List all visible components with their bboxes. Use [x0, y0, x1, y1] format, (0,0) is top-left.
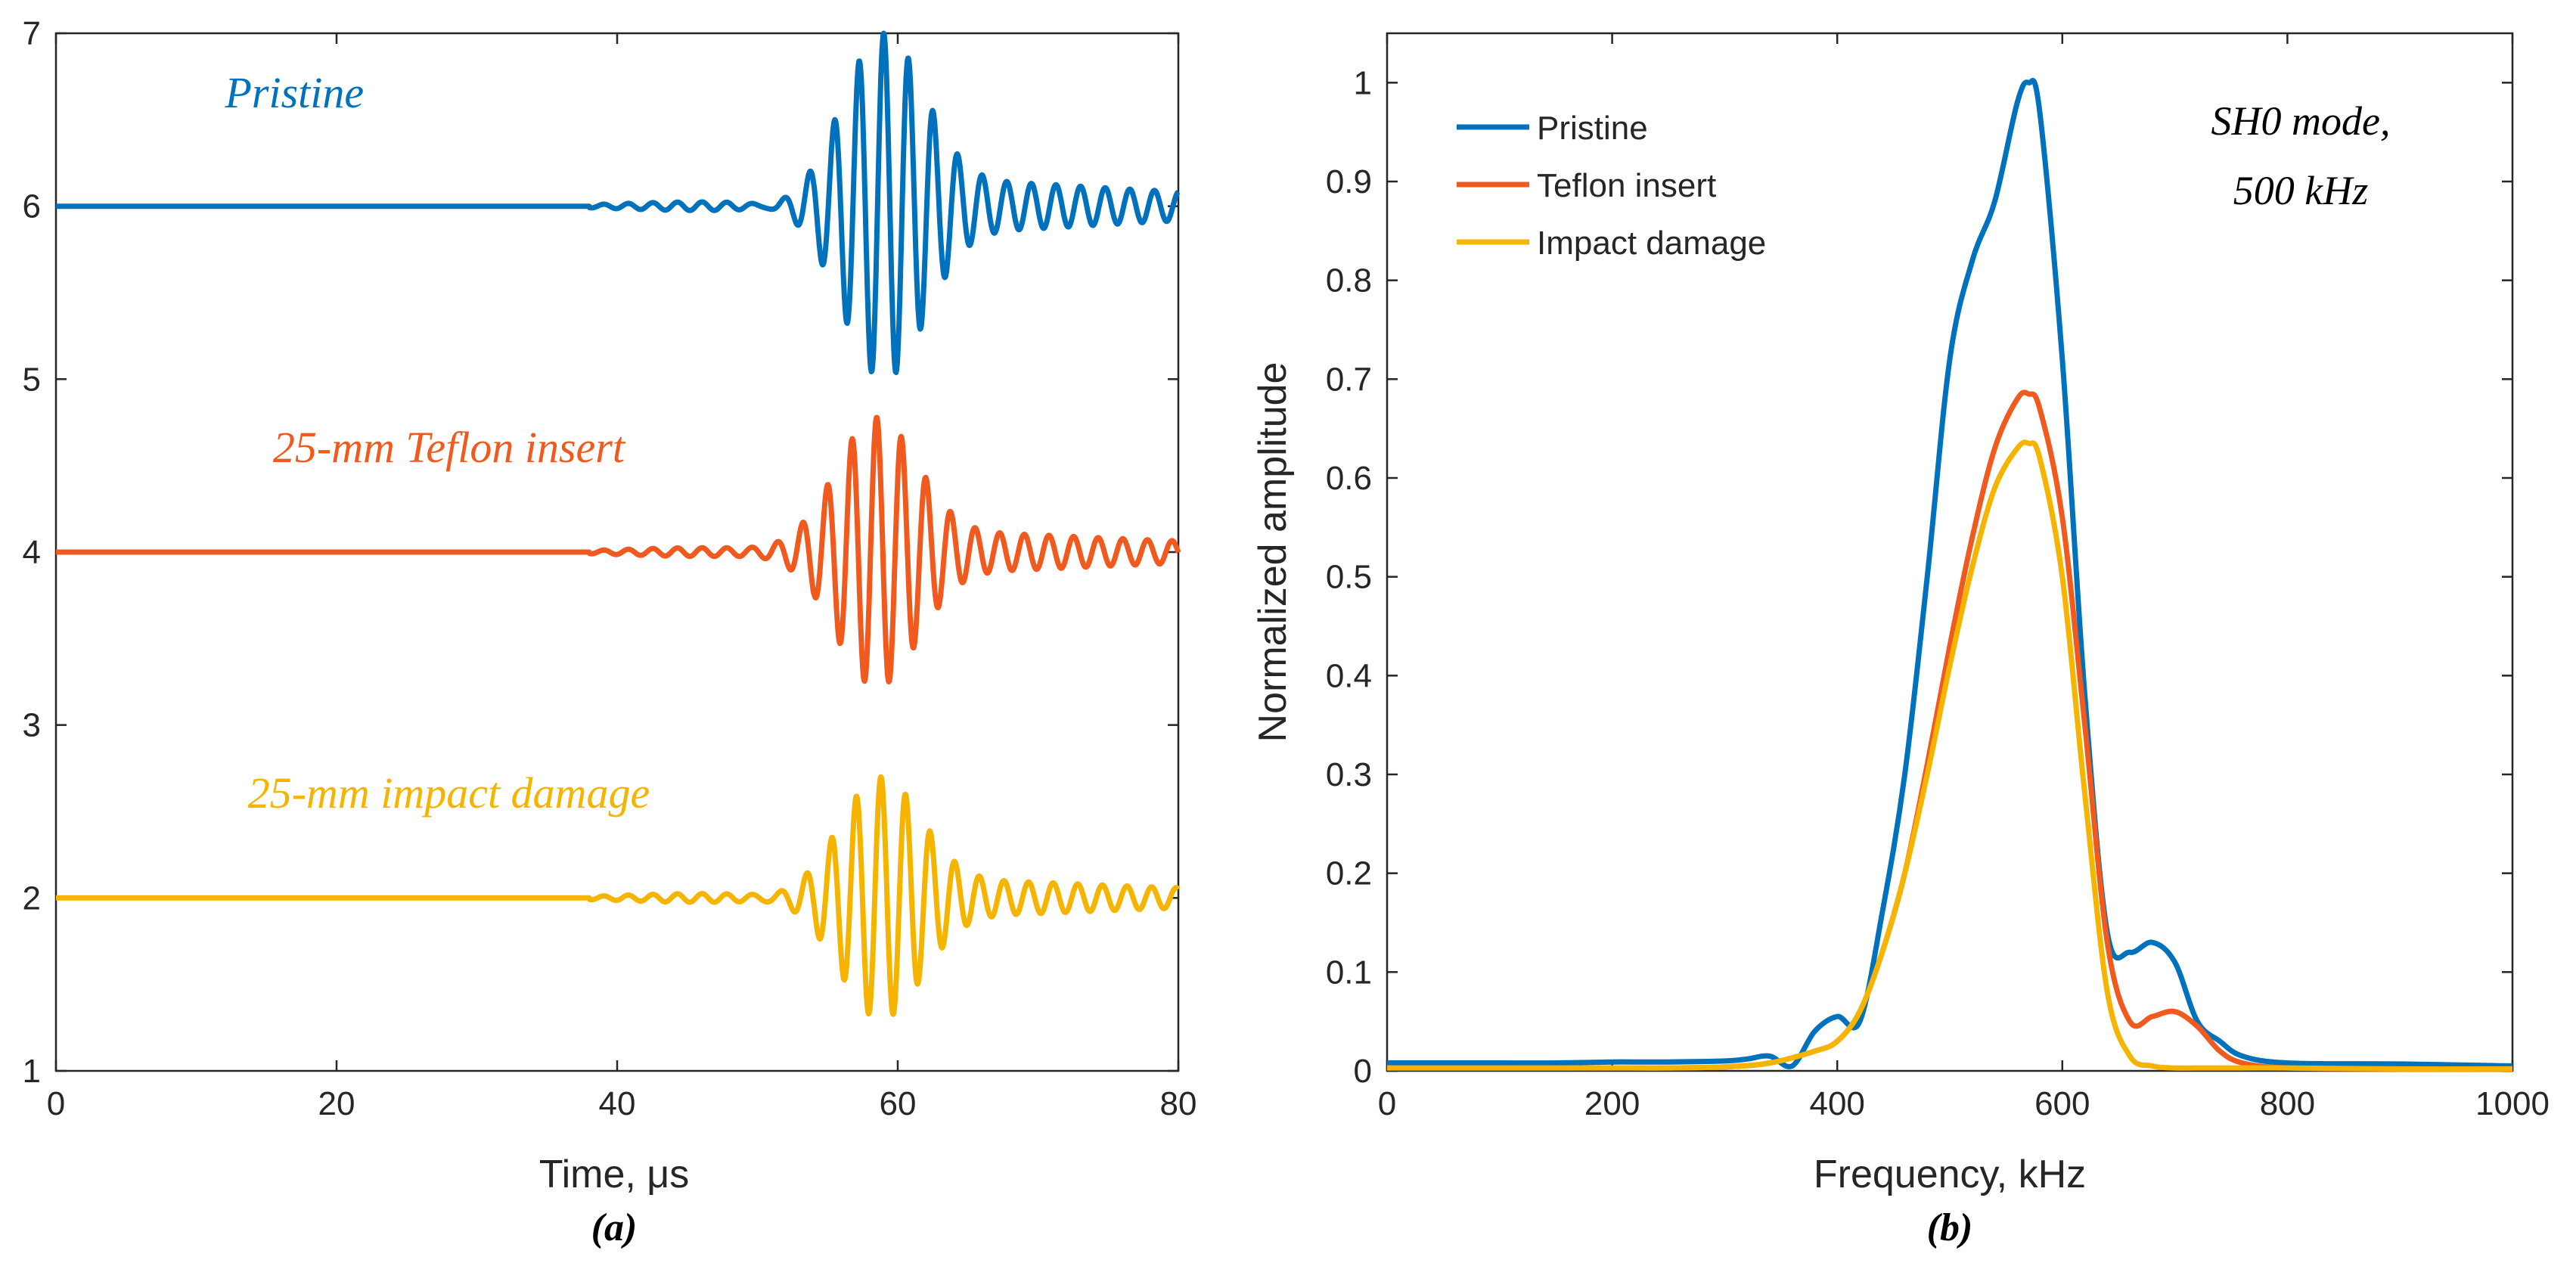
- panel-a-x-tick-label: 60: [880, 1085, 917, 1122]
- panel-a-y-tick-label: 2: [23, 880, 41, 917]
- panel-b-series: [1387, 78, 2513, 1072]
- panel-a-label: (a): [591, 1206, 638, 1249]
- legend-label-teflon: Teflon insert: [1537, 167, 1716, 204]
- panel-b-y-tick-label: 0.4: [1326, 657, 1372, 694]
- panel-a-x-tick-label: 80: [1160, 1085, 1197, 1122]
- series-label-pristine: Pristine: [225, 68, 365, 117]
- mode-annotation-line-2: 500 kHz: [2233, 168, 2368, 213]
- panel-a-y-tick-label: 5: [23, 361, 41, 398]
- panel-b-label: (b): [1927, 1206, 1973, 1249]
- panel-b-x-ticks: 0 200 400 600 800 1000: [1378, 33, 2550, 1122]
- panel-a-x-ticks: 0 20 40 60 80: [47, 33, 1197, 1122]
- panel-a-y-tick-label: 3: [23, 707, 41, 744]
- panel-a-x-tick-label: 20: [318, 1085, 355, 1122]
- legend-label-impact: Impact damage: [1537, 225, 1766, 262]
- panel-b-legend: Pristine Teflon insert Impact damage: [1457, 110, 1766, 262]
- panel-b-series-line-impact: [1387, 439, 2513, 1072]
- panel-b-y-tick-label: 0: [1354, 1053, 1372, 1090]
- panel-a-series-line-teflon: [54, 414, 1181, 684]
- panel-b-y-tick-label: 0.3: [1326, 756, 1372, 793]
- panel-b-y-tick-label: 0.6: [1326, 460, 1372, 497]
- panel-a-y-ticks: 1 2 3 4 5 6 7: [23, 15, 1178, 1090]
- panel-b-x-tick-label: 600: [2034, 1085, 2090, 1122]
- panel-a-x-axis-label: Time, μs: [539, 1153, 689, 1196]
- panel-b-y-tick-label: 0.1: [1326, 954, 1372, 991]
- panel-b-y-axis-label: Normalized amplitude: [1251, 362, 1295, 743]
- series-label-impact: 25-mm impact damage: [248, 768, 650, 818]
- panel-a-y-tick-label: 1: [23, 1053, 41, 1090]
- panel-a-series-line-impact: [54, 774, 1181, 1017]
- panel-b-y-ticks: 0 0.1 0.2 0.3 0.4 0.5 0.6 0.7 0.8 0.9 1: [1326, 64, 2512, 1090]
- legend-label-pristine: Pristine: [1537, 110, 1648, 147]
- panel-a-y-tick-label: 6: [23, 188, 41, 225]
- panel-b-series-line-teflon: [1387, 389, 2513, 1072]
- panel-b-x-tick-label: 800: [2260, 1085, 2315, 1122]
- panel-b-y-tick-label: 0.7: [1326, 361, 1372, 398]
- panel-a-x-tick-label: 40: [599, 1085, 636, 1122]
- panel-b-frequency-spectrum: 0 200 400 600 800 1000 0 0.1 0.2 0.3 0.4 0.5 0.6 0.7…: [1251, 32, 2550, 1249]
- panel-a-time-signals: 0 20 40 60 80 1 2 3 4 5 6 7 Pristine 25-mm Teflon i…: [23, 15, 1197, 1249]
- panel-b-axes-box: [1386, 32, 2514, 1072]
- panel-b-series-line-pristine: [1387, 78, 2513, 1070]
- panel-b-x-tick-label: 400: [1809, 1085, 1864, 1122]
- panel-a-series-line-pristine: [54, 30, 1181, 375]
- panel-b-y-tick-label: 0.2: [1326, 855, 1372, 892]
- panel-a-x-tick-label: 0: [47, 1085, 65, 1122]
- panel-b-y-tick-label: 0.5: [1326, 559, 1372, 596]
- panel-a-y-tick-label: 7: [23, 15, 41, 52]
- panel-b-y-tick-label: 1: [1354, 64, 1372, 101]
- panel-b-x-axis-label: Frequency, kHz: [1814, 1153, 2086, 1196]
- series-label-teflon: 25-mm Teflon insert: [273, 423, 626, 472]
- panel-b-x-tick-label: 0: [1378, 1085, 1396, 1122]
- panel-b-y-tick-label: 0.9: [1326, 163, 1372, 200]
- mode-annotation-line-1: SH0 mode,: [2211, 98, 2391, 144]
- panel-b-x-tick-label: 1000: [2475, 1085, 2550, 1122]
- panel-a-series: Pristine 25-mm Teflon insert 25-mm impact …: [54, 30, 1181, 1017]
- panel-b-y-tick-label: 0.8: [1326, 262, 1372, 299]
- panel-b-x-tick-label: 200: [1584, 1085, 1640, 1122]
- panel-a-y-tick-label: 4: [23, 534, 41, 571]
